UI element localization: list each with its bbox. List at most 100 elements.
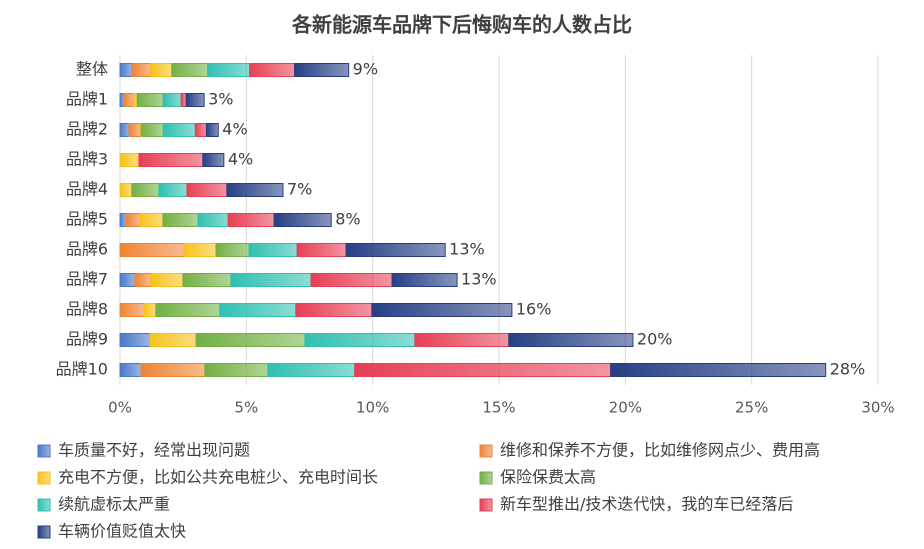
total-label: 13%: [461, 270, 497, 289]
total-label: 13%: [449, 240, 485, 259]
bar-segment: [119, 153, 140, 167]
y-tick-label: 品牌8: [66, 300, 108, 319]
x-tick-label: 15%: [482, 399, 515, 417]
bar-segment: [391, 273, 458, 287]
x-tick-label: 25%: [735, 399, 768, 417]
x-tick-label: 5%: [234, 399, 258, 417]
legend-label: 充电不方便，比如公共充电桩少、充电时间长: [58, 468, 378, 487]
bar-segment: [143, 303, 157, 317]
bar-segment: [140, 363, 206, 377]
total-label: 16%: [516, 300, 552, 319]
bar-segment: [119, 183, 133, 197]
bar-segment: [249, 63, 296, 77]
bar-segment: [354, 363, 612, 377]
bar-segment: [183, 243, 217, 257]
legend-swatch: [37, 498, 51, 512]
y-tick-label: 整体: [76, 60, 108, 79]
bar-segment: [139, 213, 164, 227]
bar-segment: [227, 213, 275, 227]
x-tick-label: 0%: [108, 399, 132, 417]
bar-segment: [150, 63, 173, 77]
bar-segment: [162, 213, 199, 227]
bar-segment: [150, 273, 184, 287]
bar-segment: [138, 153, 204, 167]
bar-segment: [226, 183, 284, 197]
bar-segment: [180, 93, 187, 107]
bar-segment: [171, 63, 209, 77]
legend-swatch: [37, 471, 51, 485]
bar-segment: [136, 93, 164, 107]
y-tick-label: 品牌7: [66, 270, 108, 289]
bar-segment: [149, 333, 197, 347]
legend-swatch: [37, 525, 51, 539]
legend-label: 续航虚标太严重: [58, 495, 170, 514]
bar-segment: [304, 333, 416, 347]
bar-segment: [207, 63, 251, 77]
legend-label: 车辆价值贬值太快: [58, 522, 186, 541]
bar-segment: [119, 93, 125, 107]
legend-swatch: [479, 471, 493, 485]
legend-label: 维修和保养不方便，比如维修网点少、费用高: [500, 441, 820, 460]
total-label: 9%: [353, 60, 378, 79]
bar-segment: [182, 273, 232, 287]
chart-title: 各新能源车品牌下后悔购车的人数占比: [291, 13, 632, 37]
bar-segment: [371, 303, 513, 317]
bar-segment: [294, 63, 350, 77]
y-tick-label: 品牌2: [66, 120, 108, 139]
bar-segment: [140, 123, 164, 137]
legend-label: 保险保费太高: [500, 468, 596, 487]
bar-segment: [197, 213, 229, 227]
bar-segment: [296, 243, 347, 257]
legend-swatch: [479, 444, 493, 458]
bar-segment: [248, 243, 298, 257]
bar-segment: [128, 123, 141, 137]
bar-segment: [194, 123, 207, 137]
y-tick-label: 品牌10: [56, 360, 108, 379]
total-label: 3%: [208, 90, 233, 109]
bar-segment: [219, 303, 297, 317]
bar-segment: [119, 303, 145, 317]
bar-segment: [230, 273, 312, 287]
bar-segment: [508, 333, 634, 347]
bar-segment: [119, 363, 142, 377]
bar-segment: [119, 243, 185, 257]
y-tick-label: 品牌1: [66, 90, 108, 109]
bar-segment: [119, 123, 130, 137]
bar-segment: [273, 213, 332, 227]
bar-segment: [123, 93, 135, 107]
bar-segment: [295, 303, 373, 317]
bar-segment: [610, 363, 827, 377]
x-tick-label: 30%: [861, 399, 894, 417]
bar-segment: [186, 183, 228, 197]
legend-swatch: [479, 498, 493, 512]
y-tick-label: 品牌5: [66, 210, 108, 229]
total-label: 28%: [830, 360, 866, 379]
bar-segment: [185, 93, 205, 107]
bar-segment: [162, 93, 182, 107]
total-label: 20%: [637, 330, 673, 349]
bar-segment: [158, 183, 188, 197]
bar-segment: [414, 333, 510, 347]
bar-segment: [155, 303, 221, 317]
legend-label: 车质量不好，经常出现问题: [58, 441, 250, 460]
bar-segment: [131, 63, 152, 77]
y-tick-label: 品牌6: [66, 240, 108, 259]
y-tick-label: 品牌3: [66, 150, 108, 169]
total-label: 7%: [287, 180, 312, 199]
bar-segment: [215, 243, 250, 257]
x-tick-label: 20%: [609, 399, 642, 417]
bar-segment: [131, 183, 160, 197]
bar-segment: [202, 153, 225, 167]
total-label: 4%: [222, 120, 247, 139]
bar-segment: [119, 273, 136, 287]
bar-segment: [134, 273, 152, 287]
bar-segment: [310, 273, 393, 287]
bar-segment: [125, 213, 141, 227]
y-tick-label: 品牌9: [66, 330, 108, 349]
bar-segment: [345, 243, 446, 257]
x-tick-label: 10%: [356, 399, 389, 417]
bar-segment: [119, 213, 127, 227]
bar-segment: [162, 123, 196, 137]
bar-segment: [267, 363, 356, 377]
